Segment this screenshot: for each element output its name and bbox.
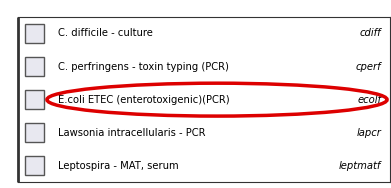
- Bar: [25, 24, 44, 43]
- Text: leptmatf: leptmatf: [339, 161, 381, 171]
- Bar: [25, 123, 44, 142]
- Text: lapcr: lapcr: [356, 128, 381, 138]
- Bar: [25, 57, 44, 76]
- Bar: [25, 156, 44, 175]
- Text: C. difficile - culture: C. difficile - culture: [58, 28, 153, 39]
- Text: cdiff: cdiff: [360, 28, 381, 39]
- Text: E.coli ETEC (enterotoxigenic)(PCR): E.coli ETEC (enterotoxigenic)(PCR): [58, 95, 230, 105]
- Text: cperf: cperf: [355, 61, 381, 72]
- Text: C. perfringens - toxin typing (PCR): C. perfringens - toxin typing (PCR): [58, 61, 229, 72]
- Text: Leptospira - MAT, serum: Leptospira - MAT, serum: [58, 161, 179, 171]
- Text: ecolf: ecolf: [357, 95, 381, 105]
- Text: Lawsonia intracellularis - PCR: Lawsonia intracellularis - PCR: [58, 128, 205, 138]
- Bar: [25, 90, 44, 109]
